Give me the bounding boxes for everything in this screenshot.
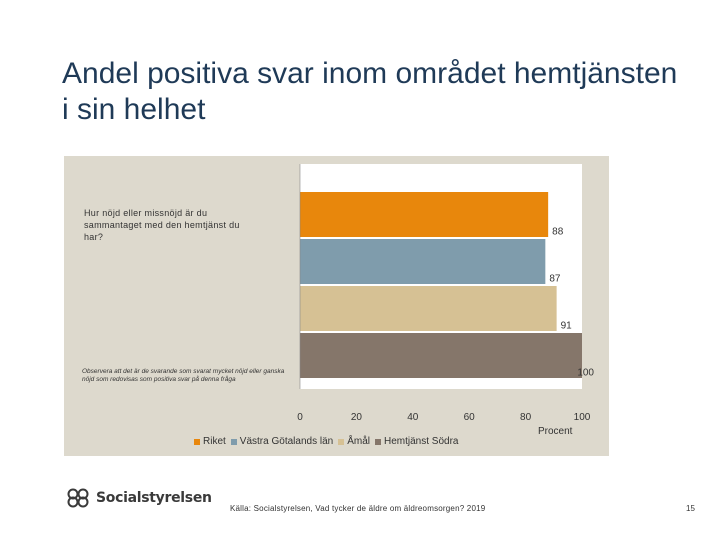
socialstyrelsen-logo: Socialstyrelsen [66,488,212,508]
x-tick-label: 60 [464,412,476,423]
legend-item: Åmål [338,436,370,447]
chart-panel: Hur nöjd eller missnöjd är du sammantage… [64,156,609,456]
legend-swatch [230,438,237,445]
page-number: 15 [686,504,695,513]
x-tick-label: 100 [574,412,591,423]
chart-note: Observera att det är de svarande som sva… [82,368,285,383]
page-title: Andel positiva svar inom området hemtjän… [62,57,678,126]
chart-legend: Riket Västra Götalands län Åmål Hemtjänst S… [194,436,458,447]
x-tick-label: 40 [407,412,419,423]
x-tick-label: 80 [520,412,532,423]
legend-swatch [338,438,345,445]
logo-text: Socialstyrelsen [96,490,212,506]
legend-label: Åmål [347,436,370,447]
legend-swatch [374,438,381,445]
data-label: 88 [552,227,564,238]
legend-label: Hemtjänst Södra [383,436,459,447]
bar-chart: 88 87 91 100 0 20 40 60 80 100 [297,164,594,423]
logo-icon [67,488,89,508]
x-axis-label: Procent [538,426,573,437]
bar-riket [300,192,549,237]
bar-åmål [300,286,557,331]
question-label: Hur nöjd eller missnöjd är du sammantage… [84,208,240,242]
x-tick-label: 0 [297,412,303,423]
legend-label: Riket [203,436,226,447]
legend-swatch [194,438,200,445]
legend-label: Västra Götalands län [239,436,334,447]
bar-hemtjänst-södra [300,333,582,378]
legend-item: Riket [194,436,226,447]
data-label: 87 [549,274,561,285]
bar-västra-götalands-län [300,239,546,284]
data-label: 100 [577,368,594,379]
legend-item: Hemtjänst Södra [374,436,459,447]
source-caption: Källa: Socialstyrelsen, Vad tycker de äl… [230,504,486,513]
x-tick-label: 20 [351,412,363,423]
data-label: 91 [561,321,573,332]
legend-item: Västra Götalands län [230,436,334,447]
